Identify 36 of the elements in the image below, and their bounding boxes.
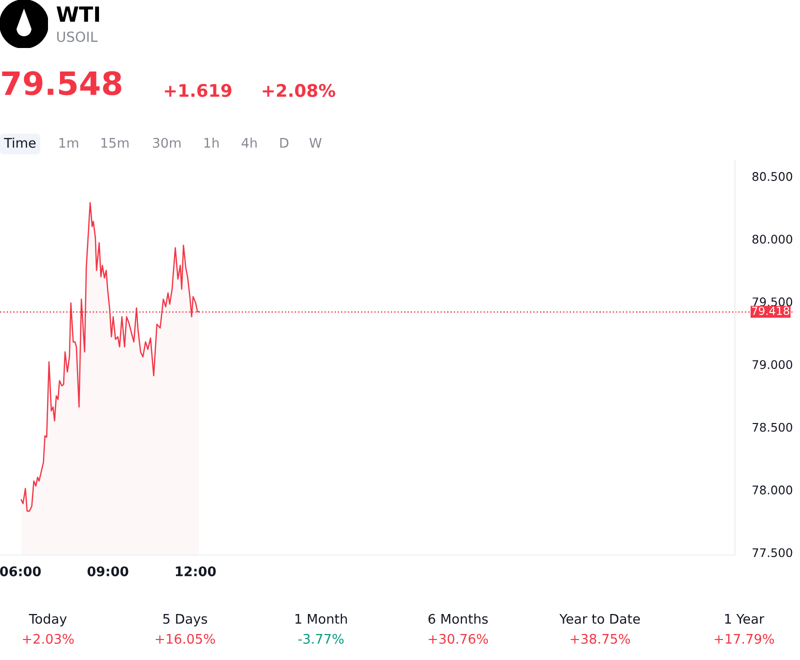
x-tick-label: 12:00 [176,566,216,576]
text: 6 Months [428,614,488,624]
y-tick-label: 80.500 [752,172,792,181]
y-tick-label: 78.000 [752,486,792,494]
text: +2.08% [262,84,336,98]
text: Time [4,138,36,148]
text: 1 Month [295,614,347,624]
text: +1.619 [164,84,232,98]
text: +16.05% [156,634,215,644]
y-tick-label: 77.500 [752,548,792,558]
text: 79.548 [2,71,122,96]
text: 15m [101,138,129,148]
ref-line-label: 79.418 [752,306,790,316]
y-tick-label: 79.500 [752,297,792,306]
text: +2.03% [22,634,74,644]
x-tick-label: 06:00 [0,566,41,576]
text: 30m [153,138,181,148]
text: Year to Date [559,614,640,624]
text: 1m [59,138,78,148]
text: W [309,138,322,148]
y-tick-label: 78.500 [752,422,792,432]
text: -3.77% [298,634,344,644]
text: Today [28,614,67,626]
y-tick-label: 80.000 [752,234,792,244]
text: +38.75% [570,634,630,644]
y-tick-label: 79.000 [752,360,792,370]
text: 5 Days [163,614,208,626]
text: D [280,138,288,148]
x-tick-label: 09:00 [88,566,128,576]
text: +30.76% [428,634,488,644]
text: +17.79% [714,634,774,644]
text: 1 Year [725,614,764,624]
text: 4h [242,138,257,148]
text: 1h [204,138,219,148]
chart-subtitle: USOIL [57,32,98,42]
chart-title: WTI [56,6,100,22]
